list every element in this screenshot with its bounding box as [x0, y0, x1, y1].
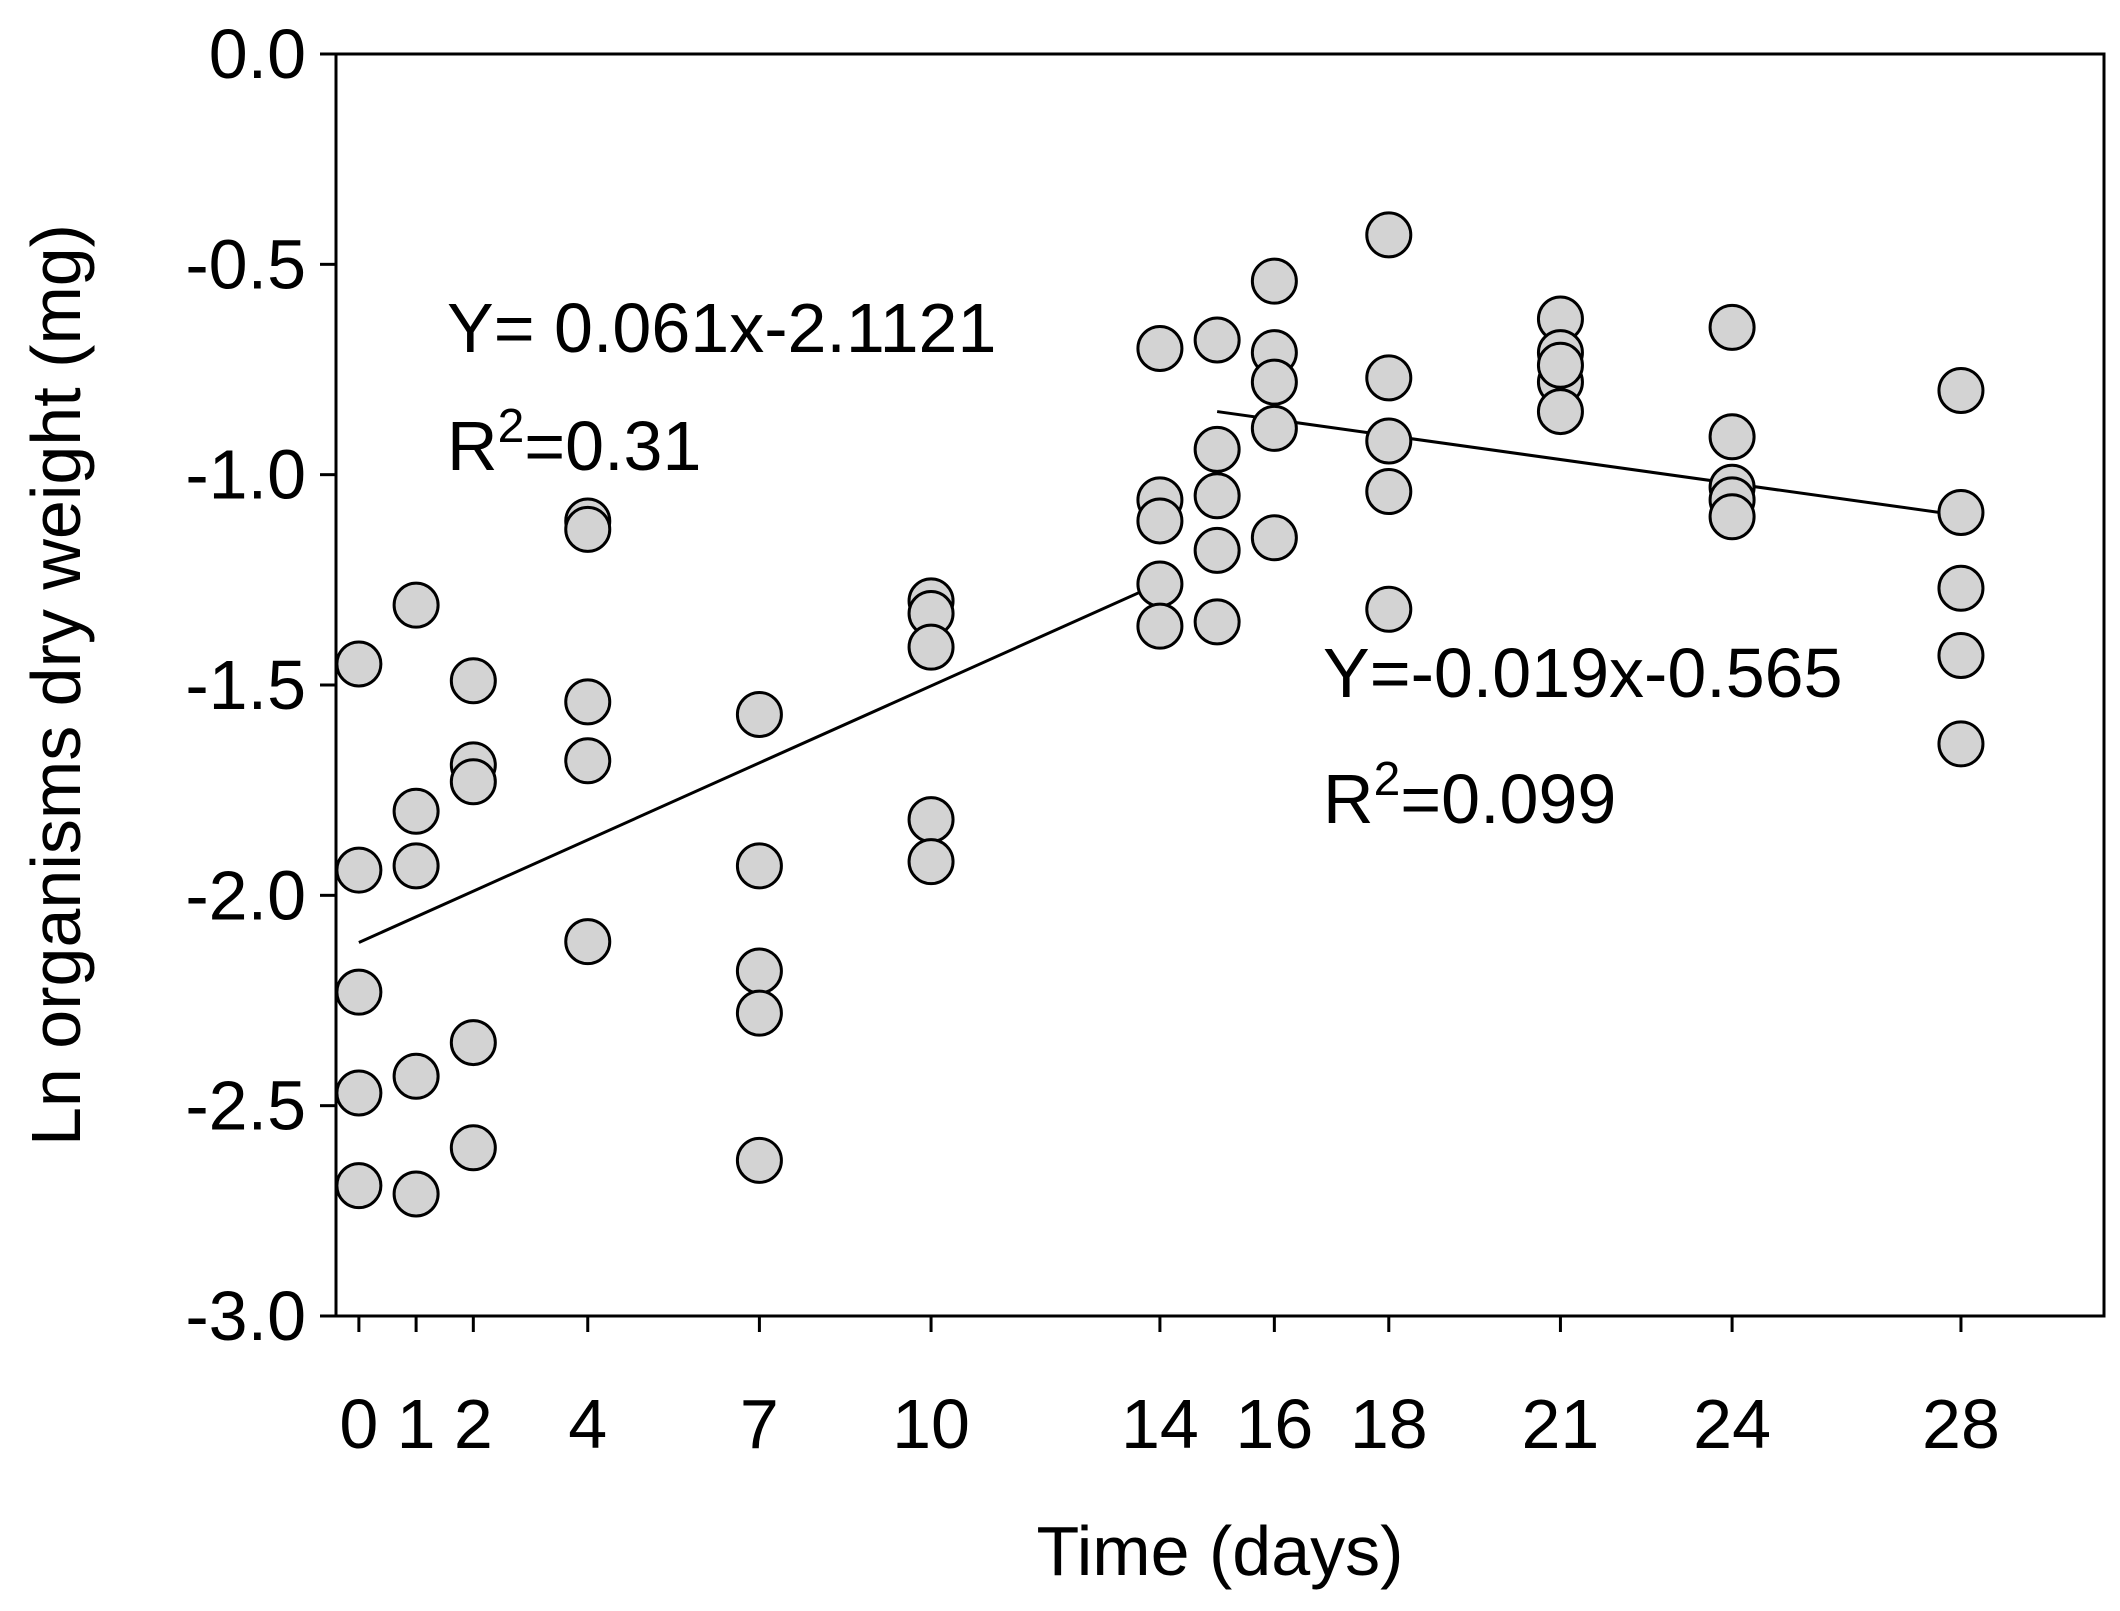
data-point [449, 1019, 497, 1067]
data-point [1193, 598, 1241, 646]
data-point [335, 846, 383, 894]
data-point [907, 796, 955, 844]
data-point [1365, 354, 1413, 402]
data-point [907, 838, 955, 886]
data-point [335, 1162, 383, 1210]
x-tick-label: 18 [1350, 1385, 1428, 1463]
fit1-r-squared: R2=0.31 [447, 400, 701, 485]
fit2-r-prefix: R [1323, 760, 1374, 838]
data-point [392, 842, 440, 890]
y-axis-title: Ln organisms dry weight (mg) [17, 224, 95, 1146]
data-point [392, 787, 440, 835]
regression-lines [358, 410, 1962, 944]
y-tick-label: -2.5 [185, 1067, 306, 1145]
data-point [335, 1069, 383, 1117]
data-point [1708, 413, 1756, 461]
data-point [735, 989, 783, 1037]
data-point [449, 758, 497, 806]
data-point [1365, 585, 1413, 633]
data-point [1193, 316, 1241, 364]
x-axis-title: Time (days) [1037, 1512, 1404, 1590]
data-point [1536, 341, 1584, 389]
data-point [1708, 493, 1756, 541]
x-tick-label: 21 [1522, 1385, 1600, 1463]
data-point [735, 947, 783, 995]
data-point [735, 842, 783, 890]
x-tick-label: 28 [1922, 1385, 2000, 1463]
x-tick-label: 1 [397, 1385, 436, 1463]
data-point [392, 581, 440, 629]
data-point [1193, 472, 1241, 520]
y-axis-ticks: 0.0 -0.5 -1.0 -1.5 -2.0 -2.5 -3.0 [185, 15, 336, 1355]
data-point [392, 1052, 440, 1100]
data-point [1193, 425, 1241, 473]
data-point [564, 918, 612, 966]
x-tick-label: 16 [1235, 1385, 1313, 1463]
data-point [392, 1170, 440, 1218]
fit1-r-exponent: 2 [498, 400, 525, 453]
data-point [335, 968, 383, 1016]
fit2-r-value: =0.099 [1400, 760, 1616, 838]
data-point [1937, 564, 1985, 612]
x-tick-label: 2 [454, 1385, 493, 1463]
data-point [1365, 417, 1413, 465]
data-point [1937, 367, 1985, 415]
y-tick-label: -1.0 [185, 436, 306, 514]
fit1-r-prefix: R [447, 407, 498, 485]
x-tick-label: 10 [892, 1385, 970, 1463]
data-point [564, 737, 612, 785]
data-point [1937, 632, 1985, 680]
fit2-equation: Y=-0.019x-0.565 [1323, 634, 1843, 712]
fit1-equation: Y= 0.061x-2.1121 [447, 289, 996, 367]
data-point [1136, 324, 1184, 372]
data-point [1365, 467, 1413, 515]
data-point [1250, 358, 1298, 406]
fit1-r-value: =0.31 [524, 407, 701, 485]
x-axis-ticks: 0 1 2 4 7 10 14 16 18 21 24 28 [339, 1316, 2000, 1463]
data-point [1193, 526, 1241, 574]
data-point [1250, 404, 1298, 452]
data-point [1937, 720, 1985, 768]
fit2-r-exponent: 2 [1374, 753, 1401, 806]
data-point [564, 678, 612, 726]
data-point [1536, 388, 1584, 436]
x-tick-label: 4 [568, 1385, 607, 1463]
data-point [907, 623, 955, 671]
data-point [735, 690, 783, 738]
fit2-r-squared: R2=0.099 [1323, 753, 1616, 838]
data-point [1250, 514, 1298, 562]
data-point [1250, 257, 1298, 305]
data-point [564, 505, 612, 553]
data-point [335, 640, 383, 688]
data-point [1136, 497, 1184, 545]
data-point [1136, 560, 1184, 608]
data-point [1365, 211, 1413, 259]
data-point [1136, 602, 1184, 650]
x-tick-label: 0 [339, 1385, 378, 1463]
data-point [449, 657, 497, 705]
x-tick-label: 24 [1693, 1385, 1771, 1463]
y-tick-label: -1.5 [185, 646, 306, 724]
y-tick-label: -3.0 [185, 1277, 306, 1355]
y-tick-label: 0.0 [209, 15, 306, 93]
y-tick-label: -2.0 [185, 856, 306, 934]
data-points [335, 211, 1985, 1218]
data-point [1708, 303, 1756, 351]
fit-15-28-line [1216, 410, 1962, 517]
x-tick-label: 7 [740, 1385, 779, 1463]
fit-0-14-line [358, 581, 1161, 944]
data-point [735, 1136, 783, 1184]
data-point [449, 1124, 497, 1172]
y-tick-label: -0.5 [185, 225, 306, 303]
data-point [1937, 489, 1985, 537]
x-tick-label: 14 [1121, 1385, 1199, 1463]
